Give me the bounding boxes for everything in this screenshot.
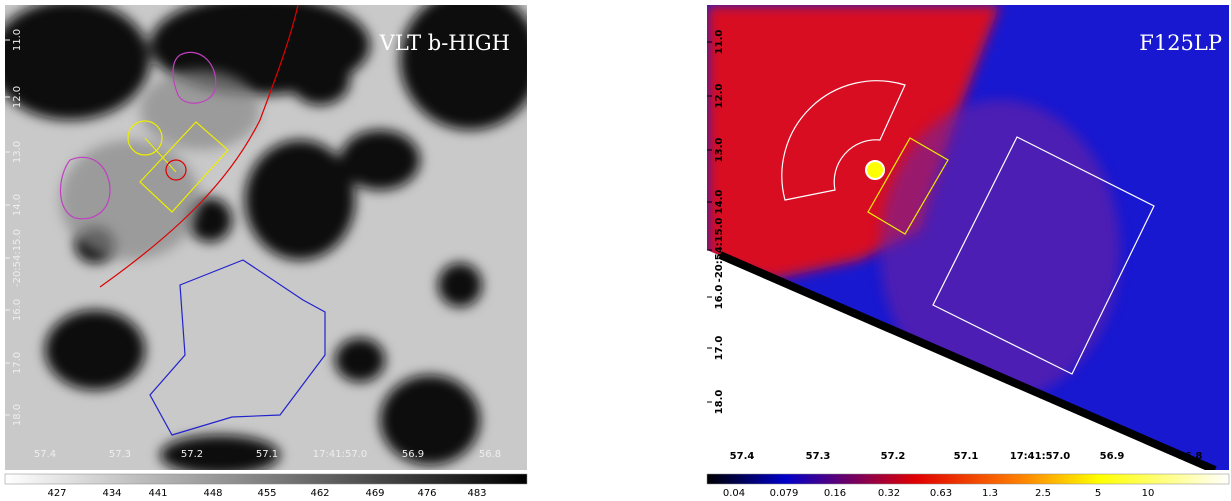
- x-label: 56.8: [479, 449, 501, 460]
- colorbar-label: 1.3: [982, 488, 998, 499]
- x-label: 57.2: [881, 451, 906, 462]
- colorbar-label: 0.63: [930, 488, 952, 499]
- x-label: 56.9: [402, 449, 424, 460]
- panel-title: F125LP: [1139, 31, 1222, 55]
- colorbar-label: 441: [148, 488, 167, 499]
- x-label: 56.9: [1100, 451, 1125, 462]
- labels: VLT b-HIGH 11.0 12.0 13.0 14.0 -20:54:15.0 16.…: [5, 29, 1222, 499]
- colorbar-label: 10: [1142, 488, 1155, 499]
- x-label: 57.1: [954, 451, 979, 462]
- colorbar-label: 448: [203, 488, 222, 499]
- y-label: 17.0: [12, 352, 23, 374]
- right-colorbar: [706, 473, 1230, 485]
- left-colorbar: [4, 473, 528, 485]
- colorbar-label: 476: [417, 488, 436, 499]
- colorbar-label: 427: [47, 488, 66, 499]
- colorbar-label: 0.079: [770, 488, 799, 499]
- y-label: 16.0: [12, 299, 23, 321]
- y-label: 13.0: [714, 138, 725, 163]
- x-label: 17:41:57.0: [1010, 451, 1071, 462]
- colorbar-label: 434: [102, 488, 121, 499]
- x-label: 57.2: [181, 449, 203, 460]
- x-label: 57.3: [109, 449, 131, 460]
- y-label: 12.0: [12, 86, 23, 108]
- y-label: 18.0: [714, 390, 725, 415]
- colorbar-label: 462: [310, 488, 329, 499]
- right-image: [707, 5, 1229, 470]
- colorbar-label: 455: [257, 488, 276, 499]
- y-label: 17.0: [714, 336, 725, 361]
- x-label: 17:41:57.0: [313, 449, 367, 460]
- colorbar-label: 0.16: [824, 488, 846, 499]
- colorbar-label: 469: [365, 488, 384, 499]
- left-image: [5, 5, 527, 470]
- x-label: 57.4: [34, 449, 56, 460]
- panel-title: VLT b-HIGH: [379, 31, 510, 55]
- x-label: 57.1: [256, 449, 278, 460]
- x-label: 57.3: [806, 451, 831, 462]
- y-label: -20:54:15.0: [12, 229, 23, 287]
- y-label: 14.0: [12, 194, 23, 216]
- y-label: 13.0: [12, 141, 23, 163]
- y-label: -20:54:15.0: [714, 218, 725, 283]
- y-label: 18.0: [12, 404, 23, 426]
- y-label: 16.0: [714, 285, 725, 310]
- colorbar-label: 0.32: [878, 488, 900, 499]
- colorbar-label: 0.04: [723, 488, 745, 499]
- y-label: 12.0: [714, 84, 725, 109]
- y-label: 14.0: [714, 190, 725, 215]
- y-label: 11.0: [12, 29, 23, 51]
- colorbar-label: 5: [1095, 488, 1101, 499]
- x-label: 56.8: [1178, 451, 1203, 462]
- y-label: 11.0: [714, 30, 725, 55]
- colorbar-label: 483: [467, 488, 486, 499]
- colorbar-label: 2.5: [1035, 488, 1051, 499]
- x-label: 57.4: [730, 451, 755, 462]
